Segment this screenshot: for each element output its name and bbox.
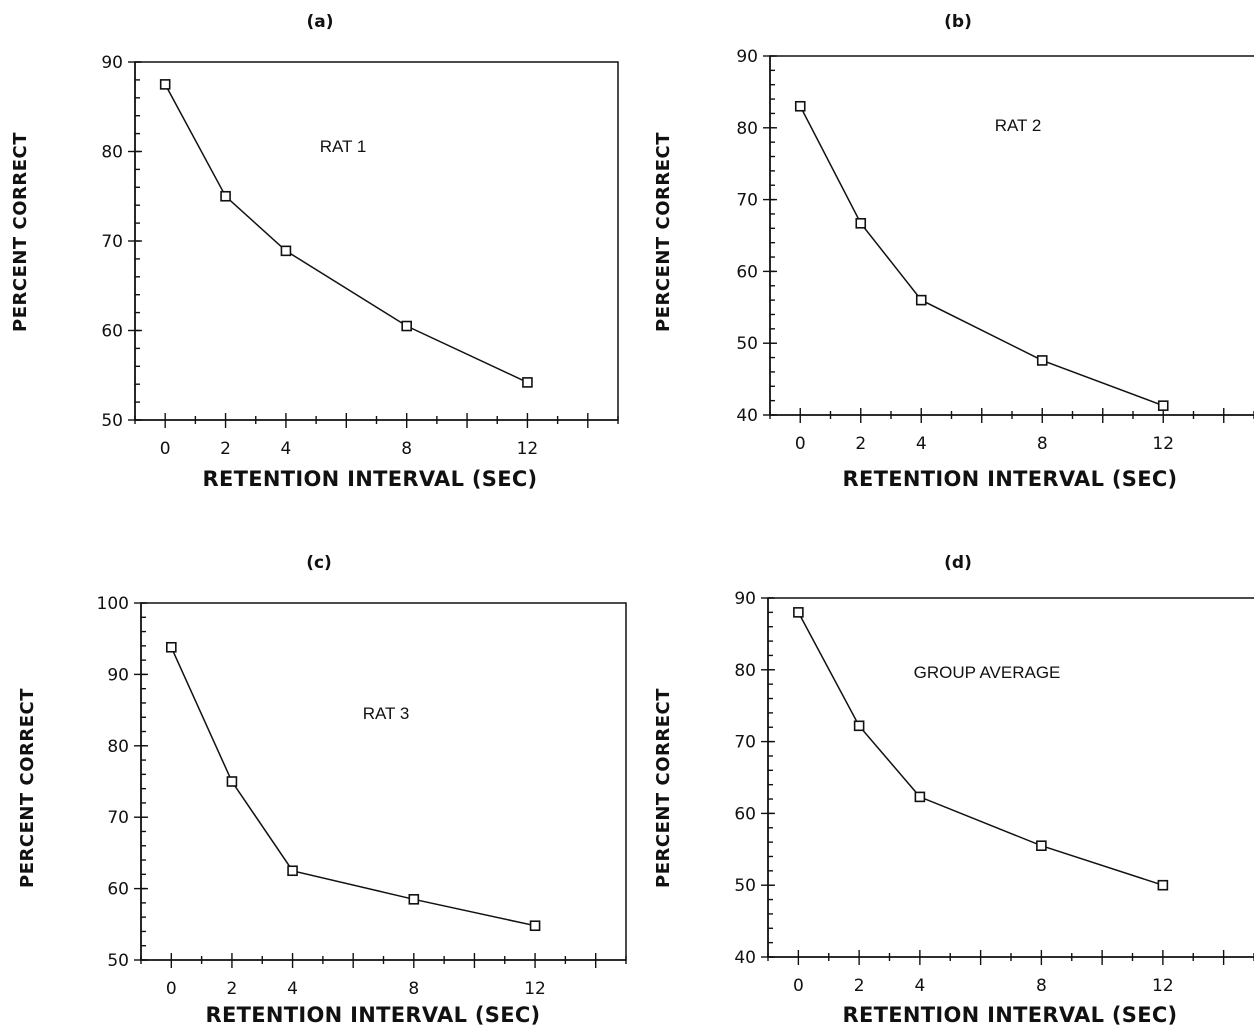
series-annotation: RAT 1 [320,137,367,156]
series-line [799,105,1164,407]
y-tick-label: 90 [734,589,756,609]
data-point-marker [793,607,804,618]
data-point-marker [914,791,926,803]
data-point-marker [220,190,231,202]
chart-panel-b: (b) PERCENT CORRECT RETENTION INTERVAL (… [653,12,1254,491]
data-point-marker [1157,400,1169,411]
x-tick-label: 2 [854,976,865,996]
y-tick-label: 70 [736,191,758,211]
data-point-marker [522,377,533,388]
panel-label: (d) [944,553,972,573]
y-axis-label: PERCENT CORRECT [17,688,38,888]
data-point-marker [915,294,927,306]
y-tick-label: 60 [736,262,758,282]
x-tick-label: 8 [1036,976,1047,996]
data-point-marker [1157,879,1169,891]
data-point-marker [287,865,298,877]
y-tick-label: 70 [734,733,756,753]
y-axis-label: PERCENT CORRECT [10,132,31,332]
series-line [797,612,1164,886]
series-annotation: GROUP AVERAGE [914,663,1061,682]
chart-panel-a: (a) PERCENT CORRECT RETENTION INTERVAL (… [10,12,619,491]
y-tick-label: 100 [97,594,129,614]
y-tick-label: 80 [101,143,123,163]
plot-frame [767,597,1254,958]
x-tick-label: 0 [166,979,177,999]
x-axis-label: RETENTION INTERVAL (SEC) [843,467,1178,491]
y-tick-label: 90 [107,665,129,685]
y-tick-label: 90 [101,53,123,73]
data-point-marker [1036,840,1047,852]
x-tick-label: 0 [795,434,806,454]
x-tick-label: 2 [855,434,866,454]
plot-frame [769,55,1254,416]
x-tick-label: 12 [517,439,539,459]
series-line [164,84,528,384]
x-tick-label: 2 [227,979,238,999]
y-tick-label: 60 [107,880,129,900]
x-tick-label: 12 [524,979,546,999]
y-tick-label: 40 [736,406,758,426]
x-axis-label: RETENTION INTERVAL (SEC) [843,1003,1178,1027]
y-tick-label: 40 [734,948,756,968]
y-tick-label: 50 [734,876,756,896]
series-annotation: RAT 3 [363,704,410,723]
series-line [170,646,536,927]
x-tick-label: 2 [220,439,231,459]
y-tick-label: 70 [101,232,123,252]
plot-frame [140,602,627,961]
data-point-marker [853,720,865,732]
x-tick-label: 4 [287,979,298,999]
x-tick-label: 4 [914,976,925,996]
x-tick-label: 0 [793,976,804,996]
x-axis-label: RETENTION INTERVAL (SEC) [206,1003,541,1027]
data-point-marker [401,320,412,332]
y-axis-label: PERCENT CORRECT [653,132,674,332]
panel-label: (b) [944,12,972,32]
chart-panel-d: (d) PERCENT CORRECT RETENTION INTERVAL (… [653,553,1254,1027]
panel-label: (a) [306,12,333,32]
y-axis-label: PERCENT CORRECT [653,688,674,888]
x-tick-label: 4 [281,439,292,459]
x-tick-label: 8 [401,439,412,459]
data-point-marker [529,920,541,932]
y-tick-label: 50 [736,334,758,354]
x-axis-label: RETENTION INTERVAL (SEC) [203,467,538,491]
panel-label: (c) [306,553,332,573]
data-point-marker [855,217,867,229]
plot-frame [134,61,619,421]
data-point-marker [166,641,177,653]
y-tick-label: 90 [736,47,758,67]
y-tick-label: 80 [107,737,129,757]
y-tick-label: 80 [734,661,756,681]
data-point-marker [794,100,806,112]
x-tick-label: 4 [916,434,927,454]
data-point-marker [226,776,238,787]
x-tick-label: 12 [1152,434,1174,454]
y-tick-label: 60 [101,322,123,342]
y-tick-label: 70 [107,808,129,828]
data-point-marker [159,79,171,90]
chart-panel-c: (c) PERCENT CORRECT RETENTION INTERVAL (… [17,553,627,1027]
data-point-marker [408,894,420,905]
data-point-marker [1036,355,1048,366]
y-tick-label: 50 [101,411,123,431]
x-tick-label: 12 [1152,976,1174,996]
data-point-marker [280,245,292,257]
x-tick-label: 8 [1037,434,1048,454]
y-tick-label: 60 [734,804,756,824]
series-annotation: RAT 2 [995,116,1042,135]
y-tick-label: 80 [736,119,758,139]
x-tick-label: 8 [408,979,419,999]
y-tick-label: 50 [107,951,129,971]
x-tick-label: 0 [160,439,171,459]
